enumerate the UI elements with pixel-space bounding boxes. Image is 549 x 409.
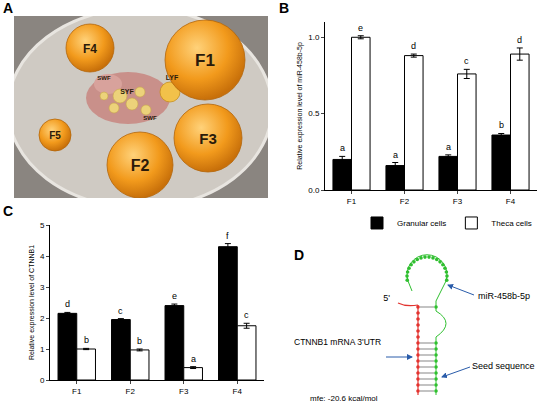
- svg-text:5': 5': [383, 293, 390, 303]
- svg-text:SWF: SWF: [143, 115, 157, 121]
- svg-text:F4: F4: [83, 42, 97, 56]
- svg-text:LYF: LYF: [166, 74, 179, 81]
- svg-text:F1: F1: [195, 51, 215, 70]
- svg-text:b: b: [499, 120, 504, 130]
- svg-text:F1: F1: [72, 387, 82, 396]
- svg-text:F3: F3: [453, 197, 463, 206]
- svg-text:F2: F2: [126, 387, 136, 396]
- svg-text:d: d: [517, 35, 522, 45]
- svg-text:0.5: 0.5: [308, 109, 320, 118]
- html-text:B: B: [279, 0, 290, 16]
- svg-text:F2: F2: [400, 197, 410, 206]
- svg-text:CTNNB1 mRNA 3'UTR: CTNNB1 mRNA 3'UTR: [294, 337, 381, 347]
- svg-text:F4: F4: [506, 197, 516, 206]
- svg-text:d: d: [411, 41, 416, 51]
- svg-text:a: a: [446, 142, 451, 152]
- svg-text:3: 3: [40, 283, 45, 292]
- svg-text:SYF: SYF: [120, 88, 134, 95]
- html-text:C: C: [3, 203, 14, 219]
- svg-text:Relative expression level of C: Relative expression level of CTNNB1: [28, 245, 36, 360]
- svg-text:miR-458b-5p: miR-458b-5p: [478, 291, 530, 301]
- svg-text:e: e: [172, 291, 177, 301]
- svg-text:Theca cells: Theca cells: [491, 219, 531, 228]
- svg-text:1: 1: [40, 345, 45, 354]
- svg-text:F1: F1: [347, 197, 357, 206]
- svg-text:1.0: 1.0: [308, 33, 320, 42]
- svg-text:Relative expression level of m: Relative expression level of miR-458b-5p: [296, 42, 304, 170]
- svg-text:b: b: [84, 335, 89, 345]
- html-text:D: D: [294, 247, 305, 263]
- svg-text:d: d: [65, 299, 70, 309]
- svg-text:SWF: SWF: [97, 75, 111, 81]
- html-text:A: A: [3, 0, 14, 16]
- svg-text:e: e: [358, 23, 363, 33]
- svg-text:Seed sequence: Seed sequence: [472, 361, 535, 371]
- svg-text:5: 5: [40, 221, 45, 230]
- svg-text:4: 4: [40, 252, 45, 261]
- svg-text:mfe: -20.6 kcal/mol: mfe: -20.6 kcal/mol: [310, 394, 378, 403]
- svg-text:c: c: [118, 306, 123, 316]
- svg-text:0.0: 0.0: [308, 186, 320, 195]
- svg-text:a: a: [393, 150, 398, 160]
- svg-text:2: 2: [40, 314, 45, 323]
- svg-text:F5: F5: [49, 130, 61, 141]
- svg-text:F4: F4: [233, 387, 243, 396]
- svg-text:b: b: [137, 336, 142, 346]
- svg-text:Granular cells: Granular cells: [397, 219, 446, 228]
- svg-text:f: f: [226, 231, 229, 241]
- svg-text:a: a: [340, 143, 345, 153]
- svg-text:c: c: [464, 56, 469, 66]
- svg-text:c: c: [244, 310, 249, 320]
- svg-text:F3: F3: [199, 130, 217, 147]
- svg-text:a: a: [191, 354, 196, 364]
- svg-text:F3: F3: [179, 387, 189, 396]
- svg-text:0: 0: [40, 376, 45, 385]
- svg-text:F2: F2: [131, 157, 150, 174]
